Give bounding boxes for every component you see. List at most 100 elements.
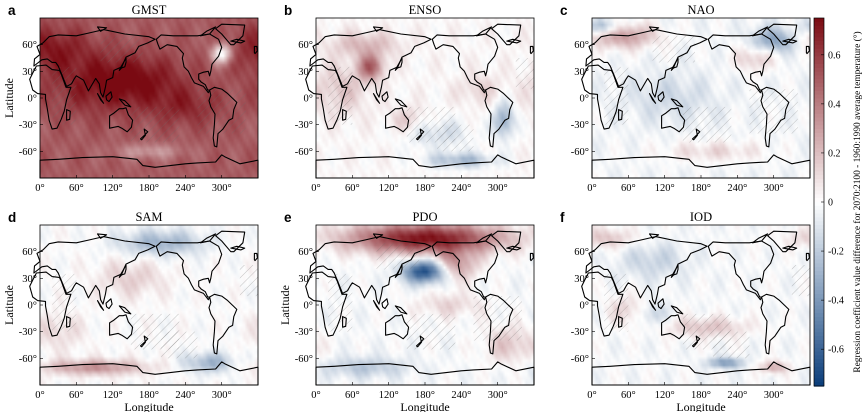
colorbar-tick-label: -0.2 xyxy=(828,247,844,258)
hatch-region xyxy=(52,273,77,332)
coastline xyxy=(670,264,679,278)
coastline xyxy=(230,245,246,251)
panel-b: 0° 60° 120° 180° 240° 300° 60° 30° 0° -30° -60° ENS… xyxy=(284,3,535,194)
coastline xyxy=(581,271,624,337)
colorbar-step xyxy=(814,232,824,238)
x-tick-label: 240° xyxy=(175,390,195,401)
colorbar-step xyxy=(814,248,824,253)
colorbar-step xyxy=(814,167,824,172)
colorbar-step xyxy=(814,21,824,27)
x-tick-label: 60° xyxy=(621,183,636,194)
coastline xyxy=(109,314,134,340)
colorbar-step xyxy=(814,259,824,264)
coastline xyxy=(767,23,798,46)
colorbar-step xyxy=(814,113,824,119)
colorbar-step xyxy=(814,29,824,34)
coastline xyxy=(657,298,665,310)
coastline xyxy=(118,98,132,108)
colorbar-step xyxy=(814,343,824,349)
colorbar-step xyxy=(814,87,824,92)
coastline xyxy=(309,29,432,98)
colorbar-step xyxy=(814,182,824,188)
x-tick-label: 60° xyxy=(345,390,360,401)
panel-title: GMST xyxy=(132,3,167,17)
x-tick-label: 180° xyxy=(691,183,711,194)
x-tick-label: 0° xyxy=(587,183,596,194)
y-tick-label: -60° xyxy=(571,147,589,158)
y-tick-label: 0° xyxy=(580,301,589,312)
x-tick-label: 60° xyxy=(69,183,84,194)
panel-title: IOD xyxy=(690,210,712,224)
y-tick-label: 30° xyxy=(574,67,589,78)
colorbar-step xyxy=(814,144,824,149)
x-tick-label: 300° xyxy=(764,390,784,401)
colorbar-step xyxy=(814,370,824,376)
x-tick-label: 120° xyxy=(379,390,399,401)
coastline xyxy=(215,23,246,46)
coastline xyxy=(372,26,384,32)
colorbar-step xyxy=(814,110,824,115)
colorbar-step xyxy=(814,136,824,142)
colorbar-step xyxy=(814,179,824,184)
hatch-region xyxy=(791,265,810,297)
hatch-region xyxy=(682,106,732,143)
colorbar-step xyxy=(814,225,824,230)
colorbar-step xyxy=(814,328,824,333)
x-tick-label: 300° xyxy=(212,390,232,401)
x-tick-label: 300° xyxy=(488,390,508,401)
y-tick-label: -30° xyxy=(19,120,37,131)
colorbar-step xyxy=(814,282,824,287)
y-tick-label: -30° xyxy=(19,327,37,338)
colorbar-step xyxy=(814,56,824,61)
colorbar-step xyxy=(814,171,824,176)
colorbar-step xyxy=(814,297,824,303)
hatch-region xyxy=(100,35,143,63)
coastline xyxy=(385,314,410,340)
colorbar-step xyxy=(814,378,824,383)
coastline xyxy=(475,26,493,37)
y-tick-label: -30° xyxy=(295,120,313,131)
coastline xyxy=(760,86,790,148)
colorbar-tick-label: 0.2 xyxy=(828,148,841,159)
y-tick-label: -30° xyxy=(295,327,313,338)
coastline xyxy=(691,128,701,141)
y-tick-label: 0° xyxy=(304,301,313,312)
x-tick-label: 180° xyxy=(415,183,435,194)
colorbar-step xyxy=(814,332,824,337)
colorbar-step xyxy=(814,175,824,180)
colorbar-step xyxy=(814,209,824,215)
x-axis-label: Longitude xyxy=(400,400,449,412)
coastline xyxy=(253,252,258,262)
coastline xyxy=(648,233,660,239)
colorbar-step xyxy=(814,121,824,126)
x-tick-label: 120° xyxy=(103,390,123,401)
coastline xyxy=(648,26,660,32)
hatch-region xyxy=(604,66,629,125)
coastline xyxy=(155,240,223,301)
hatch-region xyxy=(328,273,353,332)
colorbar-step xyxy=(814,290,824,295)
colorbar-step xyxy=(814,274,824,280)
coastline xyxy=(208,86,238,148)
y-tick-label: 30° xyxy=(22,274,37,285)
y-axis-label: Latitude xyxy=(2,285,16,325)
x-tick-label: 300° xyxy=(488,183,508,194)
x-tick-label: 60° xyxy=(345,183,360,194)
y-tick-label: 0° xyxy=(304,94,313,105)
hatch-region xyxy=(239,265,258,297)
coastline xyxy=(372,233,384,239)
colorbar-step xyxy=(814,278,824,284)
colorbar-step xyxy=(814,25,824,31)
hatch-region xyxy=(749,89,798,134)
colorbar-step xyxy=(814,98,824,103)
colorbar-step xyxy=(814,363,824,368)
colorbar-tick-label: -0.4 xyxy=(828,296,844,307)
y-tick-label: -60° xyxy=(295,147,313,158)
coastline xyxy=(109,107,134,133)
hatch-region xyxy=(473,296,522,341)
colorbar-step xyxy=(814,359,824,364)
x-tick-label: 240° xyxy=(451,183,471,194)
colorbar-step xyxy=(814,75,824,80)
panel-letter: d xyxy=(8,210,16,225)
colorbar-step xyxy=(814,194,824,199)
